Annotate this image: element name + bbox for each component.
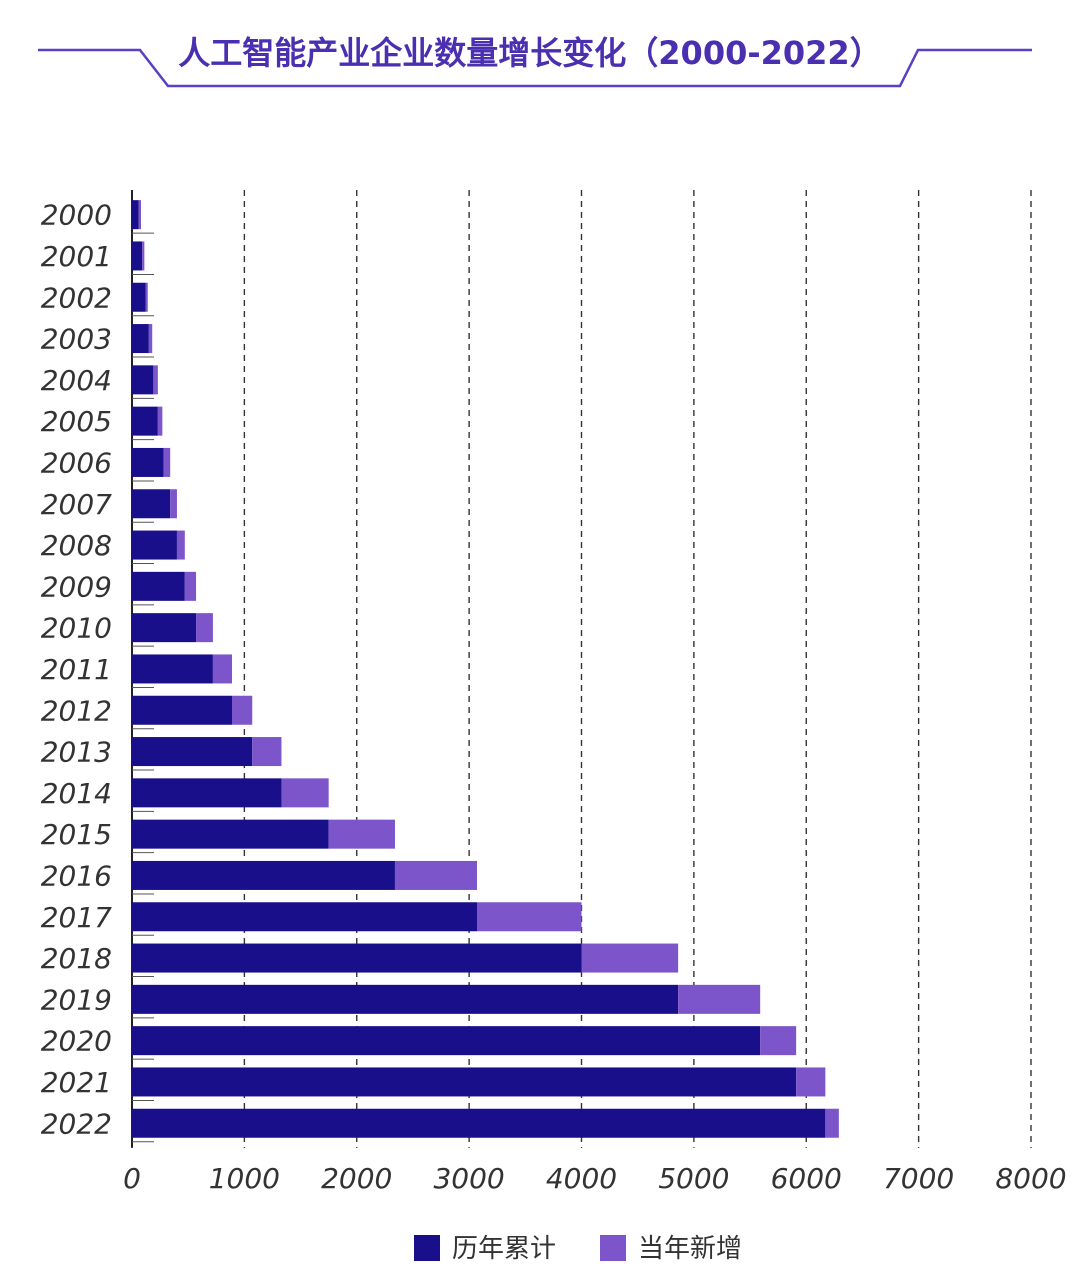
bar-cumulative (132, 241, 143, 271)
bar-new (176, 530, 185, 560)
bar-cumulative (132, 1108, 826, 1138)
bar-new (138, 200, 141, 230)
bar-cumulative (132, 406, 158, 436)
bar-new (232, 695, 253, 725)
bar-cumulative (132, 613, 197, 643)
y-tick-label: 2000 (41, 199, 112, 232)
bar-cumulative (132, 860, 395, 890)
bar-cumulative (132, 984, 679, 1014)
x-tick-label: 1000 (209, 1162, 280, 1195)
bar-cumulative (132, 902, 477, 932)
bar-cumulative (132, 282, 146, 312)
y-tick-label: 2008 (41, 529, 112, 562)
bar-cumulative (132, 1067, 797, 1097)
x-tick-label: 2000 (321, 1162, 392, 1195)
y-tick-label: 2006 (41, 446, 112, 479)
y-tick-label: 2020 (41, 1025, 112, 1058)
y-tick-label: 2004 (41, 364, 112, 397)
y-tick-label: 2016 (41, 859, 112, 892)
bar-cumulative (132, 571, 185, 601)
y-tick-label: 2021 (41, 1066, 112, 1099)
y-tick-label: 2018 (41, 942, 112, 975)
bar-cumulative (132, 489, 171, 519)
legend-label: 当年新增 (638, 1234, 742, 1264)
x-tick-label: 0 (123, 1162, 141, 1195)
bar-new (184, 571, 197, 601)
bar-cumulative (132, 654, 213, 684)
x-tick-label: 3000 (433, 1162, 504, 1195)
x-tick-label: 7000 (883, 1162, 954, 1195)
grid-lines (131, 190, 1032, 1148)
title-frame (38, 48, 1032, 88)
bar-new (796, 1067, 826, 1097)
bar-cumulative (132, 365, 154, 395)
chart-title: 人工智能产业企业数量增长变化（2000-2022） (178, 34, 881, 72)
bar-new (825, 1108, 839, 1138)
bar-new (476, 902, 582, 932)
bar-new (142, 241, 145, 271)
bar-new (148, 324, 153, 354)
bar-new (760, 1026, 797, 1056)
x-tick-labels: 0 1000 2000 3000 4000 5000 6000 7000 8000 (123, 1162, 1067, 1195)
y-tick-label: 2002 (41, 281, 112, 314)
y-tick-label: 2005 (41, 405, 112, 438)
y-tick-label: 2001 (41, 240, 112, 273)
y-tick-label: 2012 (41, 694, 112, 727)
bar-new (153, 365, 158, 395)
bar-new (212, 654, 233, 684)
y-tick-label: 2011 (41, 653, 112, 686)
bar-new (581, 943, 679, 973)
bar-cumulative (132, 200, 139, 230)
legend: 历年累计 当年新增 (414, 1234, 742, 1264)
bar-new (394, 860, 477, 890)
legend-swatch (600, 1235, 626, 1261)
bar-cumulative (132, 737, 253, 767)
bar-cumulative (132, 819, 329, 849)
x-tick-label: 8000 (995, 1162, 1066, 1195)
y-tick-label: 2019 (41, 983, 112, 1016)
bar-cumulative (132, 324, 149, 354)
y-tick-label: 2010 (41, 612, 112, 645)
bar-cumulative (132, 695, 233, 725)
y-tick-label: 2022 (41, 1107, 112, 1140)
bar-cumulative (132, 778, 282, 808)
bar-new (252, 737, 282, 767)
x-tick-label: 6000 (771, 1162, 842, 1195)
legend-swatch (414, 1235, 440, 1261)
y-tick-label: 2003 (41, 323, 112, 356)
bar-new (145, 282, 148, 312)
y-tick-label: 2015 (41, 818, 112, 851)
bar-cumulative (132, 1026, 761, 1056)
y-tick-label: 2009 (41, 570, 112, 603)
x-tick-label: 5000 (658, 1162, 729, 1195)
y-tick-label: 2007 (41, 488, 112, 521)
bar-new (281, 778, 329, 808)
y-tick-label: 2013 (41, 736, 112, 769)
bar-new (163, 447, 171, 477)
bar-new (196, 613, 213, 643)
y-tick-label: 2014 (41, 777, 112, 810)
bar-new (678, 984, 761, 1014)
bars-group (132, 200, 839, 1143)
y-tick-labels: 2000 2001 2002 2003 2004 2005 2006 2007 2008 2009… (41, 199, 112, 1141)
bar-new (157, 406, 163, 436)
y-tick-label: 2017 (41, 901, 112, 934)
legend-label: 历年累计 (452, 1234, 556, 1264)
x-tick-label: 4000 (546, 1162, 617, 1195)
bar-cumulative (132, 447, 164, 477)
bar-cumulative (132, 943, 582, 973)
bar-new (328, 819, 395, 849)
bar-cumulative (132, 530, 177, 560)
bar-new (170, 489, 177, 519)
